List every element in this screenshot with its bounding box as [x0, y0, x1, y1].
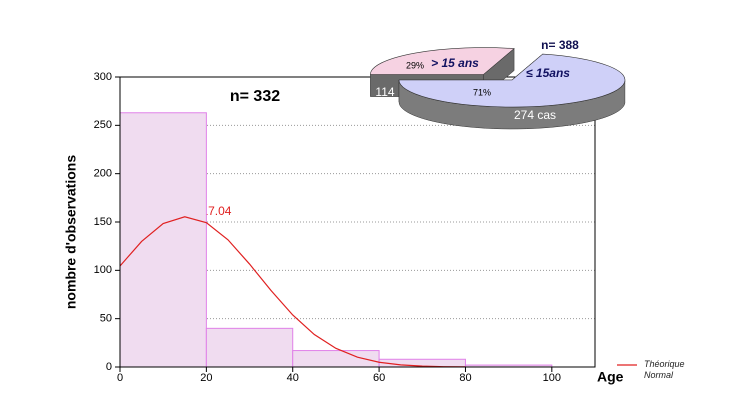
x-axis-label: Age [597, 369, 624, 385]
pie-value-label: 114 [375, 85, 394, 99]
y-tick-label: 200 [94, 168, 112, 180]
x-tick-label: 40 [287, 372, 299, 384]
y-tick-label: 0 [106, 361, 112, 373]
x-tick-label: 60 [373, 372, 385, 384]
plot-frame [119, 76, 596, 368]
x-tick-label: 20 [200, 372, 212, 384]
pie-percent-label: 71% [473, 87, 491, 97]
legend-label: Théorique Normal [644, 359, 685, 380]
bar [119, 112, 207, 368]
x-tick-label: 100 [543, 372, 561, 384]
x-tick-label: 80 [459, 372, 471, 384]
pie-slice [398, 53, 626, 108]
y-axis-label: nombre d'observations [63, 155, 79, 309]
pie-category-label: ≤ 15ans [526, 66, 570, 80]
pie-title: n= 388 [541, 38, 579, 52]
y-tick-label: 250 [94, 119, 112, 131]
y-tick-label: 50 [100, 313, 112, 325]
bar [205, 327, 294, 368]
y-tick-label: 150 [94, 216, 112, 228]
pie-percent-label: 29% [406, 60, 424, 70]
pie-category-label: > 15 ans [431, 56, 479, 70]
chart-title: n= 332 [230, 88, 280, 105]
y-tick-label: 300 [94, 71, 112, 83]
pie-value-label: 274 cas [514, 108, 556, 122]
x-tick-label: 0 [117, 372, 123, 384]
pie-slice [370, 47, 515, 75]
normal-curve [119, 216, 466, 368]
y-tick-label: 100 [94, 264, 112, 276]
